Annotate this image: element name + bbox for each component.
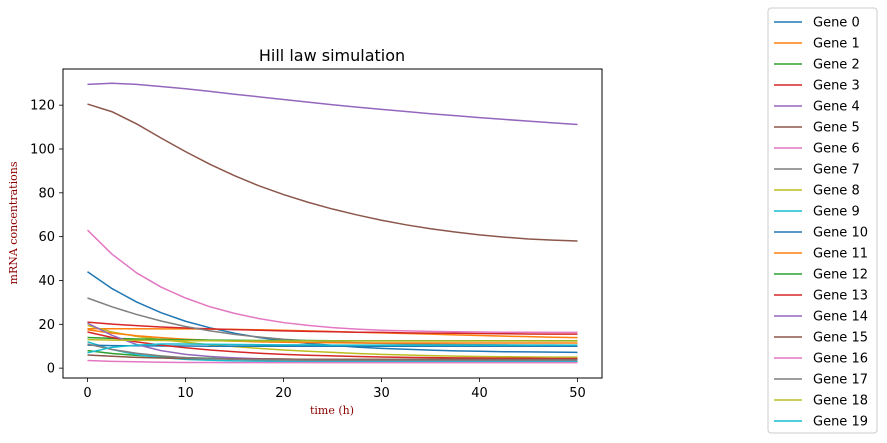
x-tick-label-1: 10 <box>177 386 194 401</box>
legend-label-2: Gene 2 <box>813 58 860 73</box>
legend-label-11: Gene 11 <box>813 247 868 262</box>
x-axis-label: time (h) <box>310 404 354 417</box>
legend-label-16: Gene 16 <box>813 352 868 367</box>
series-line-6 <box>86 229 578 334</box>
series-line-19 <box>87 343 578 354</box>
series-line-16 <box>87 359 578 364</box>
legend-label-1: Gene 1 <box>813 37 860 52</box>
series-line-3 <box>87 321 578 335</box>
y-tick-label-4: 80 <box>38 186 55 201</box>
legend-label-18: Gene 18 <box>813 394 868 409</box>
y-tick-label-3: 60 <box>38 230 55 245</box>
y-tick-label-0: 0 <box>47 362 55 377</box>
series-line-5 <box>87 103 578 242</box>
legend-label-15: Gene 15 <box>813 331 868 346</box>
series-line-11 <box>87 329 578 344</box>
legend-label-17: Gene 17 <box>813 373 868 388</box>
legend-label-19: Gene 19 <box>813 415 868 430</box>
legend-label-0: Gene 0 <box>813 16 860 31</box>
legend-label-3: Gene 3 <box>813 79 860 94</box>
x-tick-label-2: 20 <box>275 386 292 401</box>
series-line-15 <box>87 354 578 361</box>
y-axis-label: mRNA concentrations <box>7 161 20 284</box>
legend-frame <box>767 7 878 434</box>
legend-label-13: Gene 13 <box>813 289 868 304</box>
legend-label-14: Gene 14 <box>813 310 868 325</box>
y-tick-label-1: 20 <box>38 318 55 333</box>
legend-label-8: Gene 8 <box>813 184 860 199</box>
y-axis-ticks: 0 20 40 60 80 100 120 <box>30 99 63 377</box>
legend-label-6: Gene 6 <box>813 142 860 157</box>
x-tick-label-3: 30 <box>373 386 390 401</box>
legend-label-5: Gene 5 <box>813 121 860 136</box>
series-line-13 <box>87 331 578 360</box>
x-tick-label-4: 40 <box>471 386 488 401</box>
series-line-18 <box>87 338 578 342</box>
legend-label-9: Gene 9 <box>813 205 860 220</box>
legend: Gene 0 Gene 1 Gene 2 Gene 3 Gene 4 Gene 5 Gene… <box>767 7 878 434</box>
series-layer <box>86 82 578 364</box>
y-tick-label-6: 120 <box>30 99 55 114</box>
series-line-17 <box>87 343 578 361</box>
legend-label-4: Gene 4 <box>813 100 860 115</box>
legend-label-7: Gene 7 <box>813 163 860 178</box>
legend-label-10: Gene 10 <box>813 226 868 241</box>
chart-title: Hill law simulation <box>259 46 405 65</box>
x-axis-ticks: 0 10 20 30 40 50 <box>83 378 586 401</box>
x-tick-label-0: 0 <box>83 386 91 401</box>
legend-label-12: Gene 12 <box>813 268 868 283</box>
series-line-4 <box>87 82 578 126</box>
x-tick-label-5: 50 <box>569 386 586 401</box>
y-tick-label-2: 40 <box>38 274 55 289</box>
y-tick-label-5: 100 <box>30 142 55 157</box>
